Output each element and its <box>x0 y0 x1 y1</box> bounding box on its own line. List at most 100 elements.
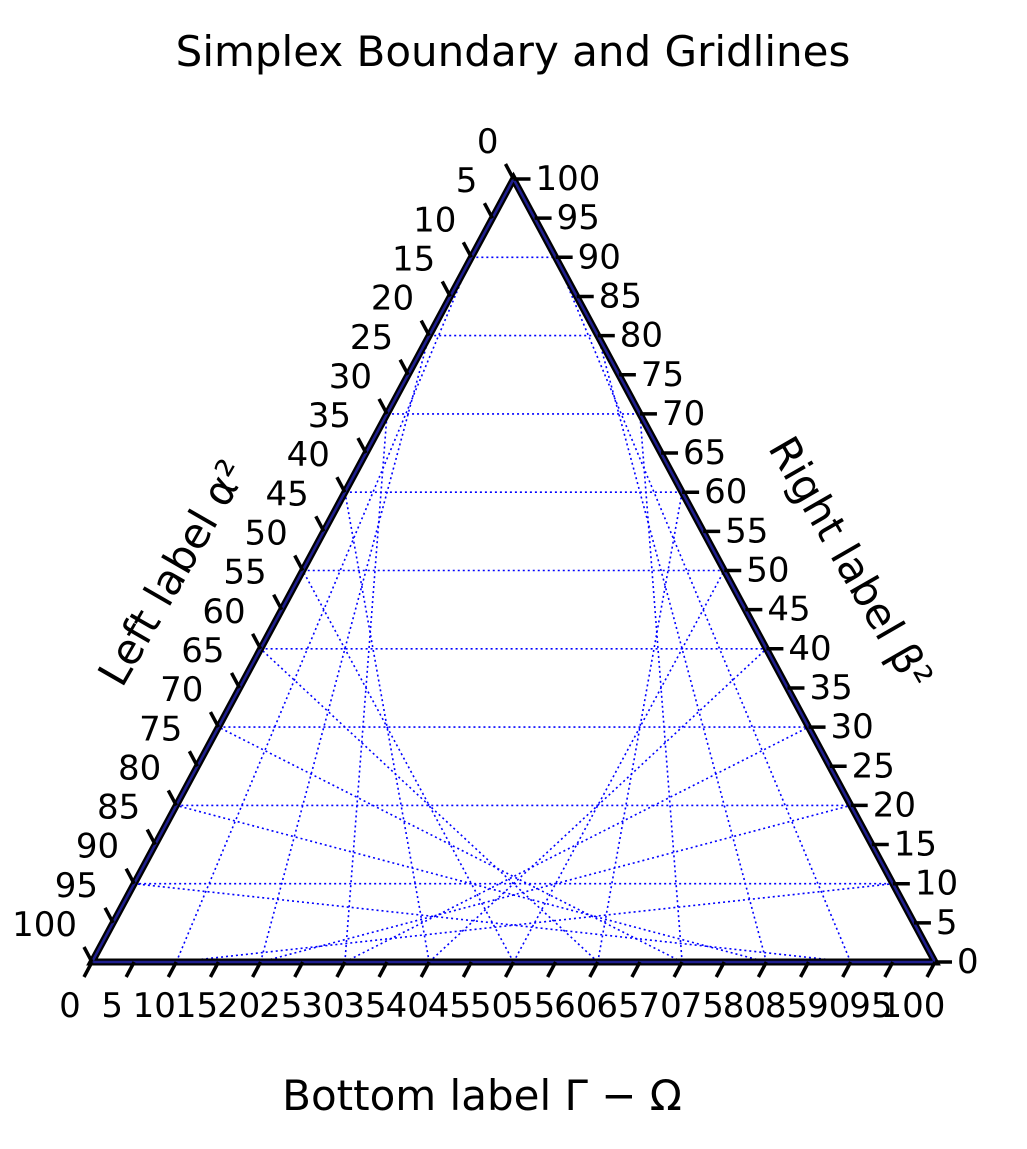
gridline <box>344 726 809 963</box>
left-tick <box>314 515 326 533</box>
gridline <box>554 256 852 963</box>
bottom-tick-label: 35 <box>343 986 386 1026</box>
left-tick-label: 70 <box>160 670 203 710</box>
left-tick <box>208 711 220 728</box>
right-tick-label: 65 <box>683 433 726 473</box>
bottom-tick <box>377 961 389 978</box>
left-tick <box>398 358 410 376</box>
left-tick-label: 50 <box>244 514 287 554</box>
left-tick-label: 0 <box>477 122 499 162</box>
right-tick-label: 55 <box>725 511 768 551</box>
gridline <box>176 882 893 963</box>
gridline <box>176 804 767 963</box>
bottom-tick-label: 30 <box>301 986 344 1026</box>
bottom-tick <box>208 961 220 978</box>
bottom-tick <box>630 961 642 978</box>
bottom-tick-label: 55 <box>512 986 555 1026</box>
left-tick-label: 80 <box>118 748 161 788</box>
bottom-tick <box>293 961 305 978</box>
right-tick-label: 80 <box>620 316 663 356</box>
left-tick <box>482 202 494 219</box>
bottom-tick <box>503 961 516 978</box>
left-tick-label: 75 <box>139 709 182 749</box>
bottom-tick-label: 70 <box>638 986 681 1026</box>
left-tick-label: 85 <box>97 788 140 828</box>
bottom-tick-label: 50 <box>470 986 513 1026</box>
right-tick-label: 20 <box>873 785 916 825</box>
gridline <box>428 648 767 963</box>
left-tick-label: 100 <box>12 905 77 945</box>
bottom-tick <box>124 961 136 978</box>
bottom-tick-label: 90 <box>807 986 850 1026</box>
left-tick-label: 15 <box>392 239 435 279</box>
bottom-tick-label: 0 <box>59 986 81 1026</box>
bottom-axis-ticks: 0 5 10152025303540455055606570758085909510… <box>59 961 946 1026</box>
left-tick-label: 40 <box>287 435 330 475</box>
bottom-tick-label: 100 <box>881 986 946 1026</box>
gridline <box>260 648 599 963</box>
bottom-tick <box>925 961 937 978</box>
left-tick-label: 95 <box>55 866 98 906</box>
bottom-tick-label: 40 <box>386 986 429 1026</box>
left-tick <box>145 828 157 846</box>
left-tick-label: 65 <box>181 631 224 671</box>
left-tick-label: 10 <box>413 200 456 240</box>
left-tick-label: 55 <box>223 553 266 593</box>
right-tick-label: 35 <box>809 668 852 708</box>
bottom-tick-label: 75 <box>681 986 724 1026</box>
bottom-tick <box>841 961 853 978</box>
bottom-tick <box>588 961 600 978</box>
bottom-tick <box>756 961 768 978</box>
bottom-tick-label: 45 <box>428 986 471 1026</box>
gridline <box>597 335 768 963</box>
right-tick-label: 50 <box>746 551 789 591</box>
left-tick <box>187 750 199 768</box>
bottom-tick <box>82 961 94 978</box>
left-axis-ticks: 0510152025303540455055606570758085909510… <box>12 122 516 963</box>
gridline <box>134 882 851 963</box>
right-tick-label: 5 <box>936 903 958 943</box>
gridline <box>344 413 388 963</box>
left-tick <box>356 437 368 454</box>
left-tick <box>272 593 284 611</box>
bottom-tick <box>419 961 431 978</box>
left-tick <box>103 907 115 924</box>
right-tick-label: 85 <box>599 276 642 316</box>
left-tick <box>461 241 473 259</box>
left-tick <box>440 280 452 298</box>
left-tick <box>503 163 516 180</box>
right-tick-label: 40 <box>788 629 831 669</box>
left-tick <box>166 789 178 807</box>
gridline <box>512 570 725 963</box>
bottom-tick-label: 25 <box>259 986 302 1026</box>
right-tick-label: 60 <box>704 472 747 512</box>
left-tick-label: 20 <box>371 279 414 319</box>
bottom-tick <box>714 961 726 978</box>
left-tick-label: 25 <box>350 318 393 358</box>
chart-title: Simplex Boundary and Gridlines <box>176 27 851 76</box>
bottom-tick-label: 80 <box>723 986 766 1026</box>
gridline <box>260 804 851 963</box>
right-tick-label: 0 <box>957 942 979 982</box>
bottom-tick <box>461 961 473 978</box>
right-tick-label: 45 <box>767 590 810 630</box>
left-tick <box>251 632 263 650</box>
right-tick-label: 30 <box>831 707 874 747</box>
gridlines <box>134 256 893 963</box>
left-tick <box>124 867 136 885</box>
gridline <box>218 726 683 963</box>
left-tick-label: 30 <box>329 357 372 397</box>
bottom-tick <box>672 961 684 978</box>
bottom-tick-label: 85 <box>765 986 808 1026</box>
left-tick-label: 5 <box>456 161 478 201</box>
left-tick <box>335 476 347 494</box>
left-tick <box>82 946 94 963</box>
bottom-tick <box>251 961 263 978</box>
right-tick-label: 95 <box>557 198 600 238</box>
left-tick <box>419 319 431 337</box>
left-tick <box>229 672 242 689</box>
left-tick-label: 45 <box>266 474 309 514</box>
right-tick-label: 70 <box>662 394 705 434</box>
